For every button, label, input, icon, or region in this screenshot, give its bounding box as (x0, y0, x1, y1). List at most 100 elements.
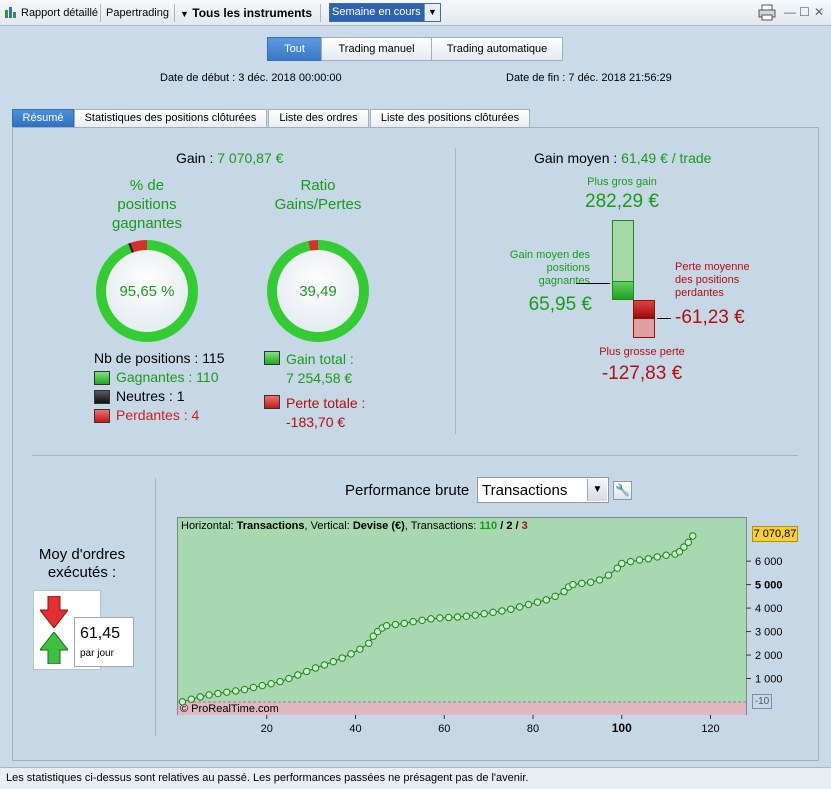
orders-title-line: Moy d'ordres (38, 546, 126, 563)
data-point (311, 664, 320, 672)
data-point (427, 615, 435, 623)
report-button[interactable]: Rapport détaillé (4, 0, 98, 26)
avg-gain-value: 65,95 € (528, 294, 592, 315)
x-tick-label: 100 (612, 721, 632, 735)
neutral-count: Neutres : 1 (116, 388, 185, 404)
data-point (635, 556, 644, 564)
instruments-dropdown[interactable]: ▼ Tous les instruments (180, 0, 312, 26)
loss-total-swatch (264, 395, 280, 409)
avg-loss-label-line: perdantes (675, 287, 724, 299)
info-value: Devise (€) (352, 520, 405, 532)
data-point (347, 650, 355, 658)
avg-loss-label: Perte moyenne des positions perdantes (675, 261, 750, 300)
data-point (489, 608, 497, 617)
y-tick-label: 4 000 (755, 603, 783, 615)
gain-total-swatch (264, 351, 280, 365)
data-point (356, 645, 364, 653)
y-tick-label: 1 000 (755, 674, 783, 686)
data-point (329, 657, 338, 666)
end-date: Date de fin : 7 déc. 2018 21:56:29 (506, 72, 672, 84)
data-point (618, 559, 626, 568)
data-point (644, 555, 653, 563)
info-separator: / (497, 520, 507, 532)
data-point (187, 695, 196, 703)
performance-select[interactable]: Transactions ▼ (477, 477, 609, 503)
data-point (471, 611, 480, 619)
x-tick-label: 20 (261, 723, 273, 735)
toolbar: Rapport détaillé Papertrading ▼ Tous les… (0, 0, 831, 26)
period-select-value: Semaine en cours (332, 6, 421, 18)
data-point (418, 616, 426, 624)
wrench-icon[interactable]: 🔧 (613, 481, 632, 500)
ratio-title: Ratio Gains/Pertes (258, 176, 378, 214)
tab-orders[interactable]: Liste des ordres (268, 109, 369, 128)
data-point (178, 698, 187, 706)
close-icon[interactable]: ✕ (814, 5, 825, 19)
horizontal-divider (32, 455, 798, 456)
neutral-swatch (94, 390, 110, 404)
avg-loss-label-line: Perte moyenne (675, 261, 750, 273)
data-point (680, 543, 688, 551)
data-point (542, 596, 551, 604)
tab-closed-positions[interactable]: Liste des positions clôturées (370, 109, 530, 128)
data-point (409, 618, 417, 626)
filter-all-button[interactable]: Tout (267, 37, 322, 61)
period-select[interactable]: Semaine en cours ▼ (329, 3, 441, 22)
chevron-down-icon[interactable]: ▼ (424, 4, 440, 21)
avg-gain-label-line: gagnantes (538, 275, 590, 287)
tab-summary[interactable]: Résumé (12, 109, 74, 128)
orders-unit: par jour (80, 648, 114, 659)
data-point (240, 685, 249, 694)
data-point (231, 687, 240, 695)
minimize-icon[interactable]: — (784, 5, 796, 19)
papertrading-button[interactable]: Papertrading (106, 7, 169, 19)
avg-loss-bar (633, 300, 655, 318)
data-point (578, 579, 586, 588)
maximize-icon[interactable]: ☐ (799, 5, 810, 19)
ratio-ring-center (277, 250, 359, 332)
orders-value-box (74, 617, 134, 667)
data-point (653, 553, 661, 561)
data-point (684, 538, 693, 547)
watermark: © ProRealTime.com (180, 703, 279, 715)
gain-total-value: 7 254,58 € (286, 370, 353, 386)
tab-closed-stats[interactable]: Statistiques des positions clôturées (74, 109, 267, 128)
print-icon[interactable] (758, 4, 776, 21)
filter-manual-button[interactable]: Trading manuel (321, 37, 432, 61)
winners-count: Gagnantes : 110 (116, 369, 219, 385)
avg-gain-label-line: Gain moyen des (509, 249, 590, 261)
avg-gain-title: Gain moyen : 61,49 € / trade (534, 150, 711, 166)
data-point (524, 600, 533, 609)
arrow-up-icon (40, 632, 68, 664)
data-point (507, 605, 515, 613)
data-point (223, 688, 231, 696)
avg-gain-arrow (576, 283, 610, 284)
ratio-value: 39,49 (299, 283, 337, 300)
filter-auto-button[interactable]: Trading automatique (431, 37, 563, 61)
x-tick-label: 80 (527, 723, 539, 735)
data-point (480, 610, 488, 618)
performance-select-value: Transactions (482, 482, 568, 499)
winpct-title-line: gagnantes (111, 215, 183, 232)
start-date-value: 3 déc. 2018 00:00:00 (238, 72, 342, 84)
avg-loss-label-line: des positions (675, 274, 740, 286)
end-date-value: 7 déc. 2018 21:56:29 (568, 72, 672, 84)
data-point (276, 677, 284, 686)
ratio-title-line: Ratio (300, 177, 336, 194)
x-tick-label: 120 (701, 723, 719, 735)
data-point (369, 632, 377, 640)
avg-gain-label: Gain moyen des positions gagnantes (500, 249, 590, 288)
info-label: , Vertical: (304, 520, 350, 532)
info-label: Horizontal: (181, 520, 234, 532)
chevron-down-icon[interactable]: ▼ (587, 479, 607, 501)
avg-loss-value: -61,23 € (675, 307, 745, 328)
footer-disclaimer: Les statistiques ci-dessus sont relative… (0, 767, 831, 789)
info-value: Transactions (236, 520, 305, 532)
nb-positions-value: 115 (202, 350, 225, 366)
loss-total-label: Perte totale : (286, 395, 366, 411)
data-point (444, 613, 453, 622)
data-point (613, 564, 622, 572)
loss-total: Perte totale : -183,70 € (286, 394, 365, 432)
winpct-title: % de positions gagnantes (90, 176, 204, 233)
data-point (498, 607, 506, 615)
